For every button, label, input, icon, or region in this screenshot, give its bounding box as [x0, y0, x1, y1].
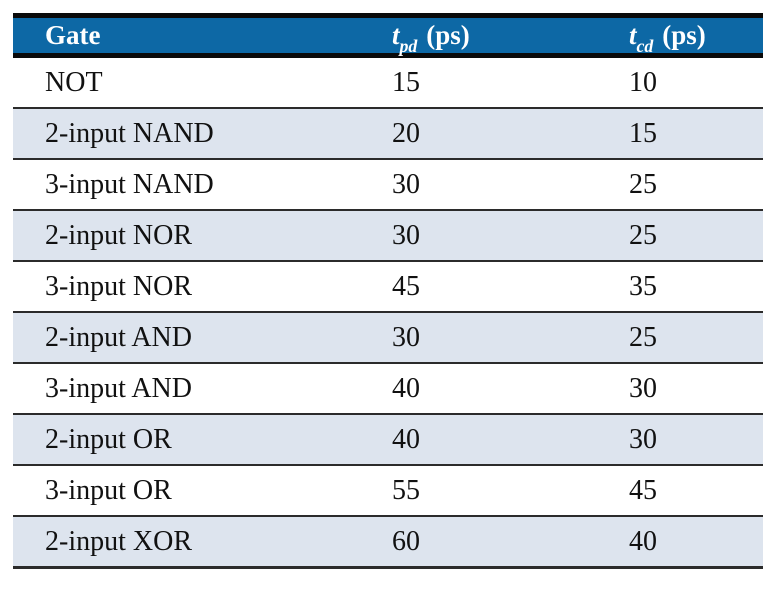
- table-row: 3-input NOR 45 35: [13, 262, 763, 313]
- tpd-unit: (ps): [426, 20, 470, 50]
- tcd-cell: 45: [629, 474, 657, 506]
- tpd-cell: 45: [392, 270, 420, 302]
- tpd-cell: 20: [392, 117, 420, 149]
- table-body: NOT 15 10 2-input NAND 20 15 3-input NAN…: [13, 58, 763, 569]
- gate-cell: 3-input NOR: [45, 270, 192, 302]
- gate-cell: 2-input OR: [45, 423, 172, 455]
- table-row: 2-input AND 30 25: [13, 313, 763, 364]
- gate-cell: NOT: [45, 66, 103, 98]
- table-row: 3-input OR 55 45: [13, 466, 763, 517]
- tcd-cell: 30: [629, 423, 657, 455]
- tcd-cell: 10: [629, 66, 657, 98]
- column-header-tpd: tpd (ps): [392, 20, 629, 55]
- tcd-cell: 15: [629, 117, 657, 149]
- gate-cell: 2-input XOR: [45, 525, 192, 557]
- table-row: 2-input NAND 20 15: [13, 109, 763, 160]
- gate-delay-table: Gate tpd (ps) tcd (ps) NOT 15 10 2-input N…: [13, 13, 763, 569]
- gate-cell: 3-input OR: [45, 474, 172, 506]
- tpd-cell: 15: [392, 66, 420, 98]
- tpd-cell: 30: [392, 321, 420, 353]
- tpd-subscript: pd: [399, 36, 418, 57]
- tpd-cell: 55: [392, 474, 420, 506]
- tcd-symbol: t: [629, 20, 637, 50]
- tpd-cell: 40: [392, 423, 420, 455]
- tcd-cell: 30: [629, 372, 657, 404]
- tcd-cell: 40: [629, 525, 657, 557]
- gate-cell: 2-input AND: [45, 321, 192, 353]
- table-row: 2-input OR 40 30: [13, 415, 763, 466]
- table-row: 3-input NAND 30 25: [13, 160, 763, 211]
- tcd-cell: 25: [629, 321, 657, 353]
- tcd-unit: (ps): [662, 20, 706, 50]
- tpd-symbol: t: [392, 20, 400, 50]
- gate-cell: 2-input NAND: [45, 117, 214, 149]
- table-row: NOT 15 10: [13, 58, 763, 109]
- tpd-cell: 40: [392, 372, 420, 404]
- table-row: 2-input NOR 30 25: [13, 211, 763, 262]
- tcd-subscript: cd: [636, 36, 654, 57]
- table-header-row: Gate tpd (ps) tcd (ps): [13, 13, 763, 58]
- tpd-cell: 60: [392, 525, 420, 557]
- gate-cell: 3-input AND: [45, 372, 192, 404]
- tcd-cell: 35: [629, 270, 657, 302]
- tcd-cell: 25: [629, 219, 657, 251]
- table-row: 3-input AND 40 30: [13, 364, 763, 415]
- table-row: 2-input XOR 60 40: [13, 517, 763, 569]
- column-header-gate: Gate: [45, 20, 101, 50]
- gate-cell: 2-input NOR: [45, 219, 192, 251]
- column-header-tcd: tcd (ps): [629, 20, 763, 55]
- gate-cell: 3-input NAND: [45, 168, 214, 200]
- tcd-cell: 25: [629, 168, 657, 200]
- tpd-cell: 30: [392, 168, 420, 200]
- tpd-cell: 30: [392, 219, 420, 251]
